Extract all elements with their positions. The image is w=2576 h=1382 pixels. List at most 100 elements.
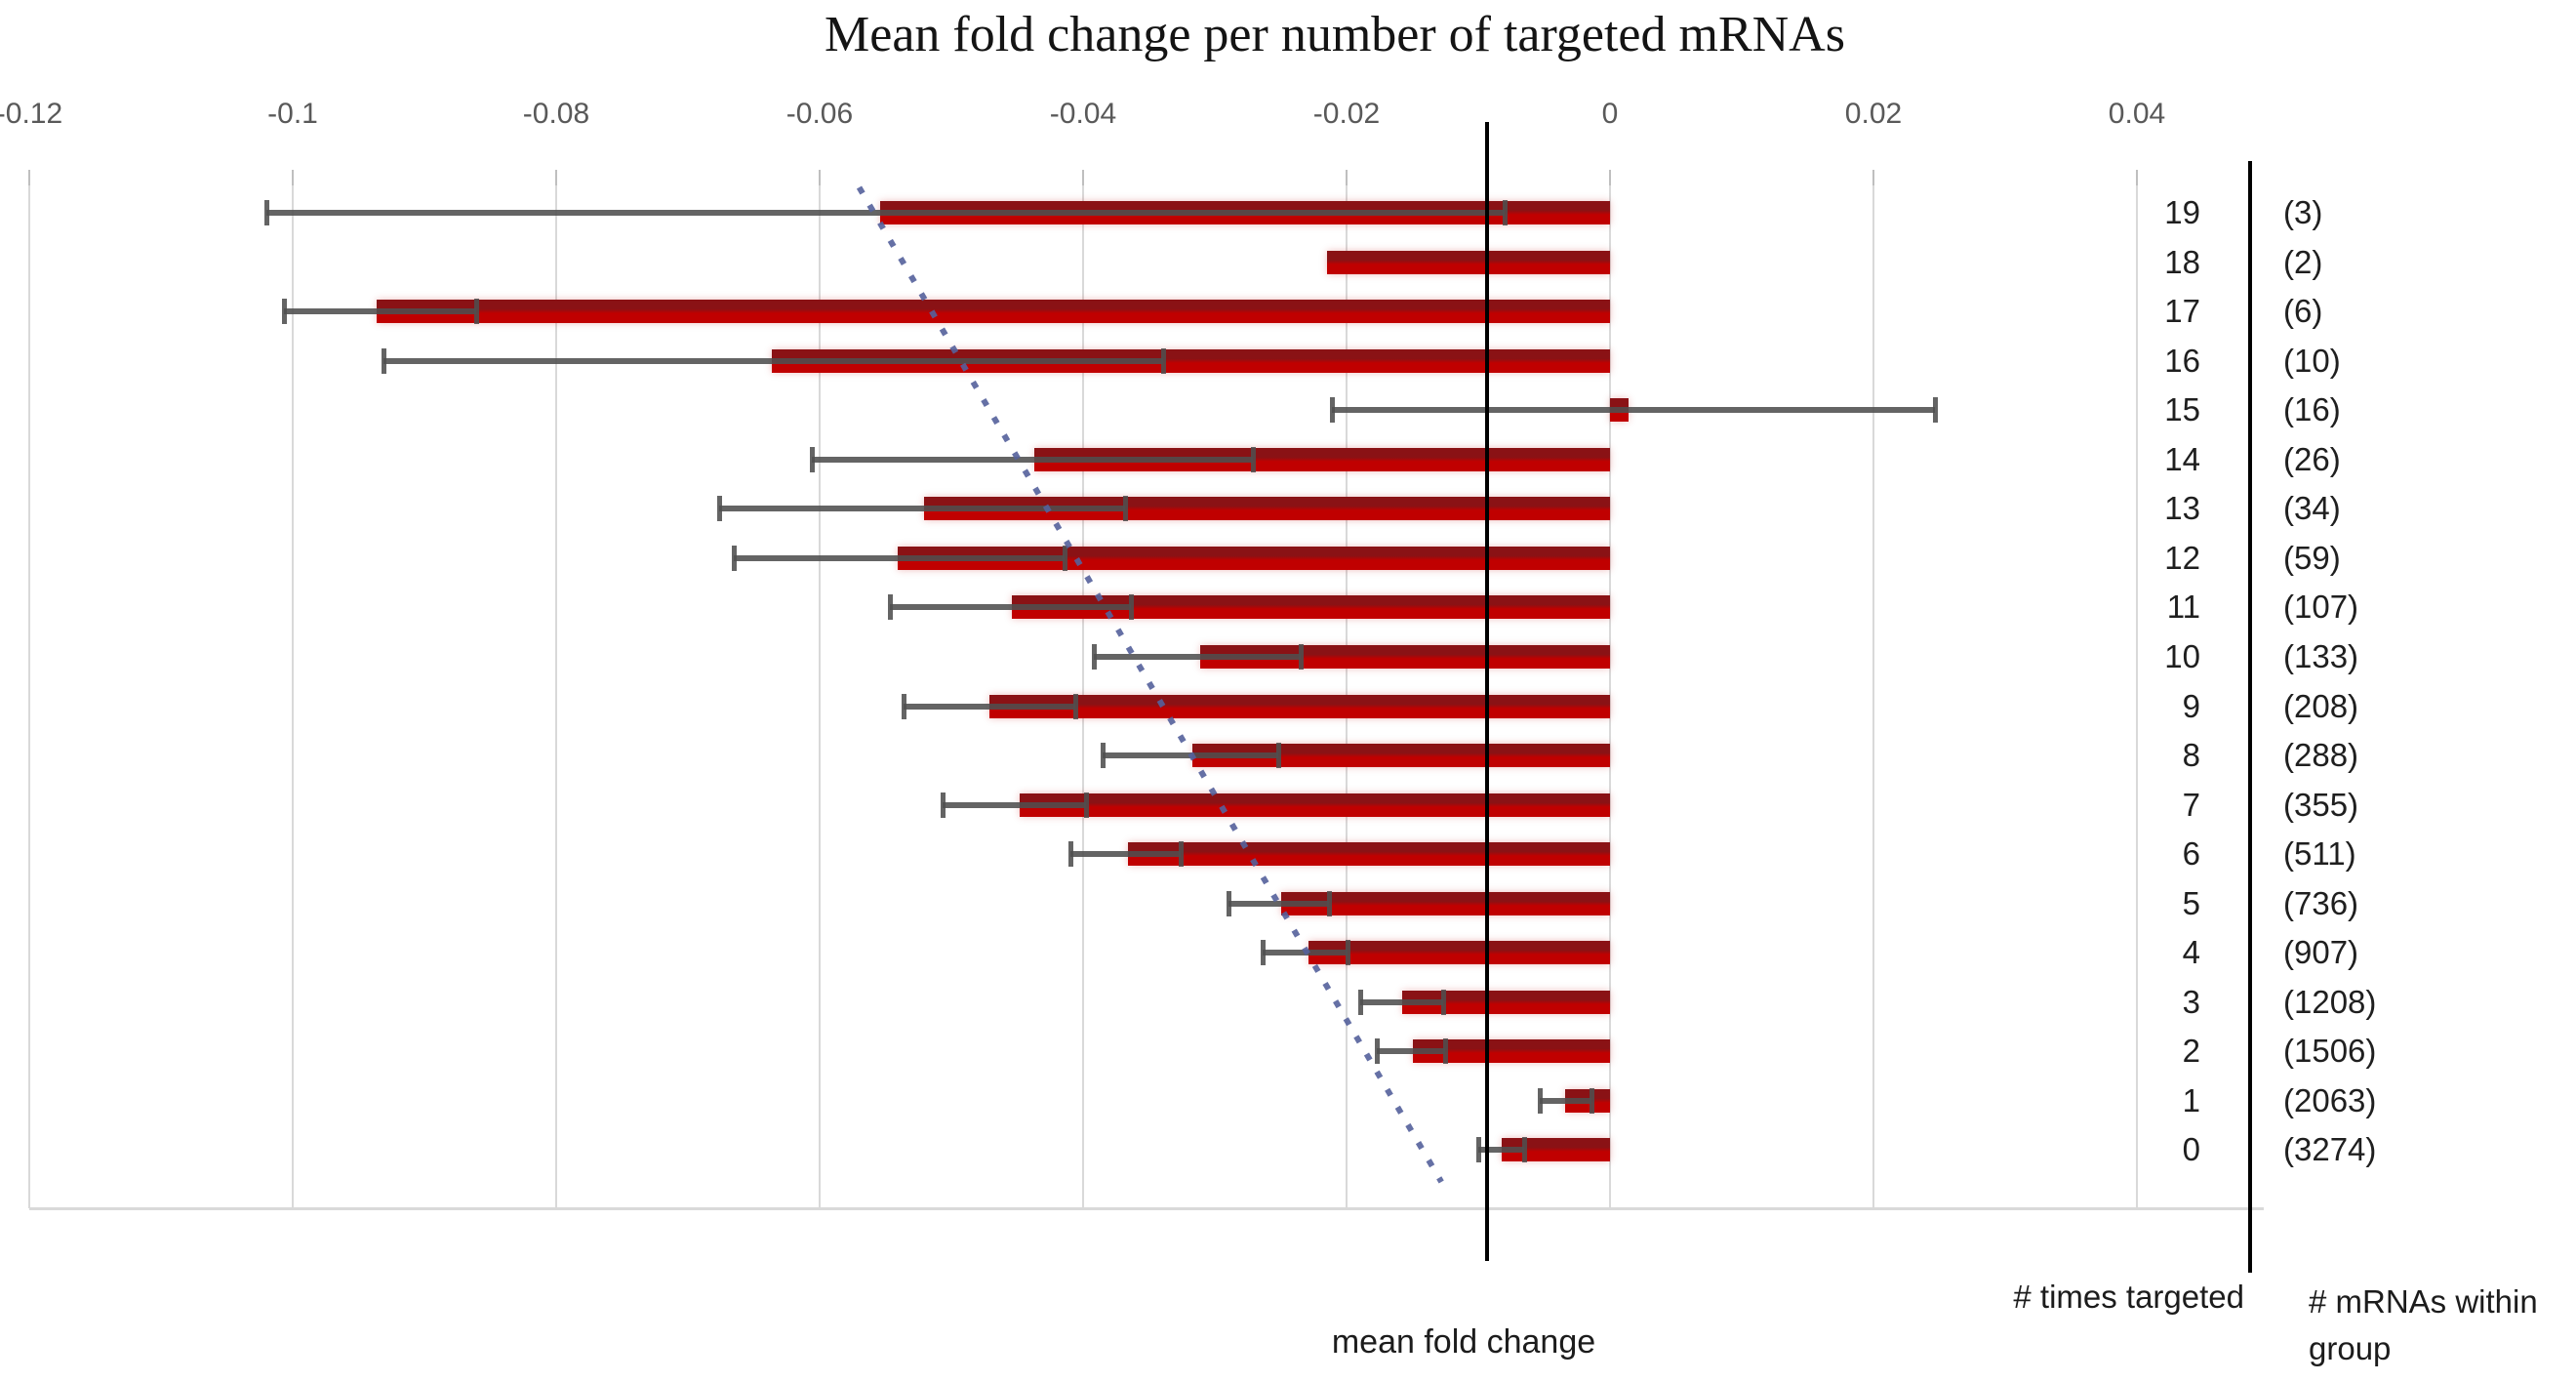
count-column-header: # mRNAs within group (2309, 1283, 2538, 1366)
error-bar (719, 506, 1126, 512)
error-bar-cap-right (1298, 643, 1304, 670)
category-label: 10 (2164, 637, 2200, 674)
error-bar-cap-right (1072, 693, 1078, 719)
count-label: (736) (2283, 884, 2359, 921)
error-bar-cap-right (1063, 545, 1068, 571)
x-tick-label: 0 (1601, 98, 1619, 130)
error-bar-cap-right (1161, 347, 1167, 374)
x-tick-label: -0.08 (522, 98, 590, 130)
x-gridline (28, 185, 30, 1208)
category-label: 4 (2182, 934, 2200, 971)
x-gridline (555, 185, 557, 1208)
category-label: 3 (2182, 983, 2200, 1020)
count-label: (511) (2283, 835, 2356, 873)
x-tick-label: -0.06 (785, 98, 854, 130)
category-label: 13 (2164, 490, 2200, 527)
category-label: 9 (2182, 687, 2200, 724)
error-bar-cap-left (1538, 1087, 1544, 1114)
error-bar-cap-left (1375, 1038, 1381, 1065)
error-bar (266, 210, 1505, 216)
count-label: (907) (2283, 934, 2359, 971)
error-bar-cap-left (1091, 643, 1097, 670)
error-bar (811, 456, 1254, 463)
error-bar-cap-right (1522, 1137, 1528, 1163)
x-tick-mark (1082, 170, 1084, 185)
error-bar-cap-left (281, 299, 287, 325)
error-bar-cap-right (1590, 1087, 1595, 1114)
error-bar (1332, 407, 1936, 414)
count-label: (26) (2283, 440, 2341, 477)
error-bar-cap-right (1178, 841, 1184, 868)
error-bar-cap-left (382, 347, 387, 374)
error-bar (734, 554, 1066, 561)
error-bar (1093, 653, 1301, 660)
x-gridline (292, 185, 294, 1208)
error-bar (1478, 1147, 1525, 1154)
x-tick-mark (555, 170, 557, 185)
error-bar-cap-left (902, 693, 907, 719)
bar (989, 694, 1610, 718)
x-tick-mark (28, 170, 30, 185)
error-bar (383, 357, 1164, 364)
x-axis-title: mean fold change (1331, 1323, 1596, 1361)
error-bar-cap-left (717, 496, 723, 522)
category-label: 6 (2182, 835, 2200, 873)
error-bar-cap-right (1327, 890, 1333, 916)
error-bar-cap-right (1123, 496, 1129, 522)
x-tick-label: -0.12 (0, 98, 63, 130)
category-label: 2 (2182, 1033, 2200, 1070)
x-tick-label: 0.02 (1844, 98, 1903, 130)
x-tick-mark (1609, 170, 1611, 185)
bar (1326, 250, 1610, 274)
count-label: (133) (2283, 637, 2359, 674)
error-bar (889, 604, 1131, 611)
bar (1308, 941, 1610, 965)
error-bar-cap-right (1083, 792, 1089, 818)
column-separator-line (2248, 161, 2252, 1273)
error-bar (1540, 1097, 1592, 1104)
x-gridline (1609, 185, 1611, 1208)
error-bar-cap-right (1440, 989, 1446, 1015)
count-label: (288) (2283, 737, 2359, 774)
category-column-header: # times targeted (2013, 1279, 2244, 1315)
count-label: (1506) (2283, 1033, 2377, 1070)
error-bar (1069, 851, 1181, 858)
error-bar (1377, 1048, 1446, 1055)
category-label: 15 (2164, 391, 2200, 428)
count-label: (10) (2283, 342, 2341, 379)
count-label: (16) (2283, 391, 2341, 428)
x-tick-mark (2136, 170, 2138, 185)
error-bar-cap-left (940, 792, 946, 818)
chart-title: Mean fold change per number of targeted … (825, 7, 1845, 62)
error-bar-cap-left (1330, 397, 1336, 424)
error-bar-cap-left (1260, 940, 1266, 966)
x-gridline (1872, 185, 1874, 1208)
error-bar-cap-left (1101, 743, 1107, 769)
error-bar-cap-right (1443, 1038, 1449, 1065)
x-tick-label: -0.04 (1049, 98, 1117, 130)
error-bar-cap-right (1128, 594, 1134, 621)
error-bar (904, 703, 1075, 710)
x-gridline (2136, 185, 2138, 1208)
count-label: (208) (2283, 687, 2359, 724)
x-tick-mark (292, 170, 294, 185)
error-bar-cap-left (1067, 841, 1073, 868)
x-tick-label: 0.04 (2108, 98, 2166, 130)
count-label: (2063) (2283, 1081, 2377, 1118)
count-label: (1208) (2283, 983, 2377, 1020)
category-label: 16 (2164, 342, 2200, 379)
category-label: 14 (2164, 440, 2200, 477)
count-label: (355) (2283, 786, 2359, 823)
category-label: 8 (2182, 737, 2200, 774)
x-axis-line (29, 1207, 2264, 1210)
bar (377, 300, 1610, 324)
error-bar-cap-left (1226, 890, 1231, 916)
error-bar-cap-right (1503, 200, 1508, 225)
error-bar-cap-left (264, 200, 269, 225)
x-tick-mark (1872, 170, 1874, 185)
category-label: 18 (2164, 243, 2200, 280)
count-label: (59) (2283, 539, 2341, 576)
x-gridline (819, 185, 821, 1208)
category-label: 0 (2182, 1131, 2200, 1168)
